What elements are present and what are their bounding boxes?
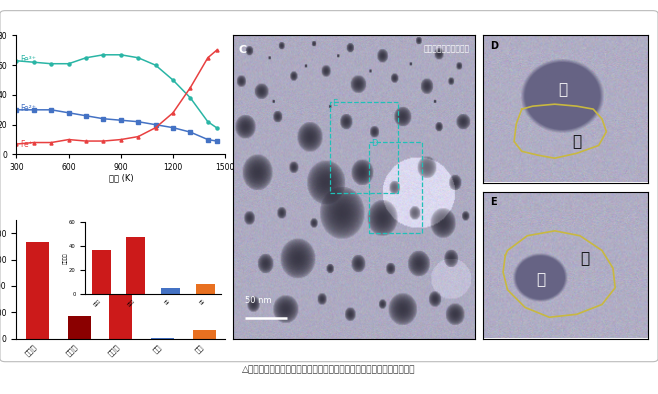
Text: C: C (238, 45, 246, 54)
Text: E: E (490, 197, 497, 208)
Text: Fe³⁺: Fe³⁺ (20, 55, 36, 64)
Text: 铁: 铁 (536, 272, 545, 288)
Text: 水: 水 (580, 251, 589, 266)
Text: △月壤加热过程中水和单质鐵的形成过程以及各种主要矿物的含水量对比: △月壤加热过程中水和单质鐵的形成过程以及各种主要矿物的含水量对比 (242, 365, 416, 374)
X-axis label: 温度 (K): 温度 (K) (109, 174, 133, 183)
Text: E: E (332, 99, 338, 108)
Text: 水: 水 (572, 134, 581, 149)
Bar (368, 142, 422, 232)
Text: D: D (371, 139, 378, 148)
Text: D: D (490, 41, 498, 51)
Bar (26, 242, 49, 339)
Text: Fe²⁺: Fe²⁺ (20, 104, 36, 113)
Bar (68, 316, 91, 339)
Bar (193, 330, 216, 339)
Text: 铁: 铁 (558, 82, 567, 97)
Bar (151, 338, 174, 339)
Text: 50 nm: 50 nm (245, 296, 272, 305)
Bar (330, 102, 398, 193)
Text: 月壤钓鐵矿加热后形貌: 月壤钓鐵矿加热后形貌 (424, 45, 470, 54)
Bar (109, 254, 132, 339)
Text: Fe⁺: Fe⁺ (20, 139, 33, 149)
